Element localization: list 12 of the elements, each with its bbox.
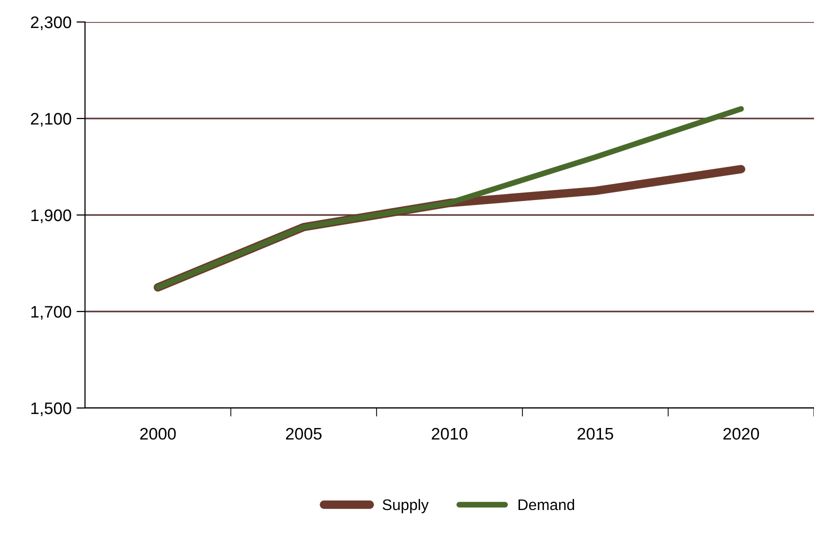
- y-tick-label: 2,300: [30, 16, 72, 30]
- x-tick-label: 2010: [432, 428, 468, 440]
- y-tick-label: 1,900: [31, 209, 72, 224]
- y-tick-label: 1,500: [31, 402, 72, 416]
- x-tick-label: 2000: [140, 428, 176, 440]
- legend-label: Demand: [518, 498, 574, 510]
- x-tick-label: 2015: [578, 428, 614, 440]
- x-tick-label: 2020: [723, 428, 759, 440]
- y-tick-label: 2,100: [30, 112, 72, 127]
- y-tick-label: 1,700: [31, 306, 72, 320]
- x-tick-label: 2005: [286, 428, 322, 440]
- legend-label: Supply: [382, 498, 429, 514]
